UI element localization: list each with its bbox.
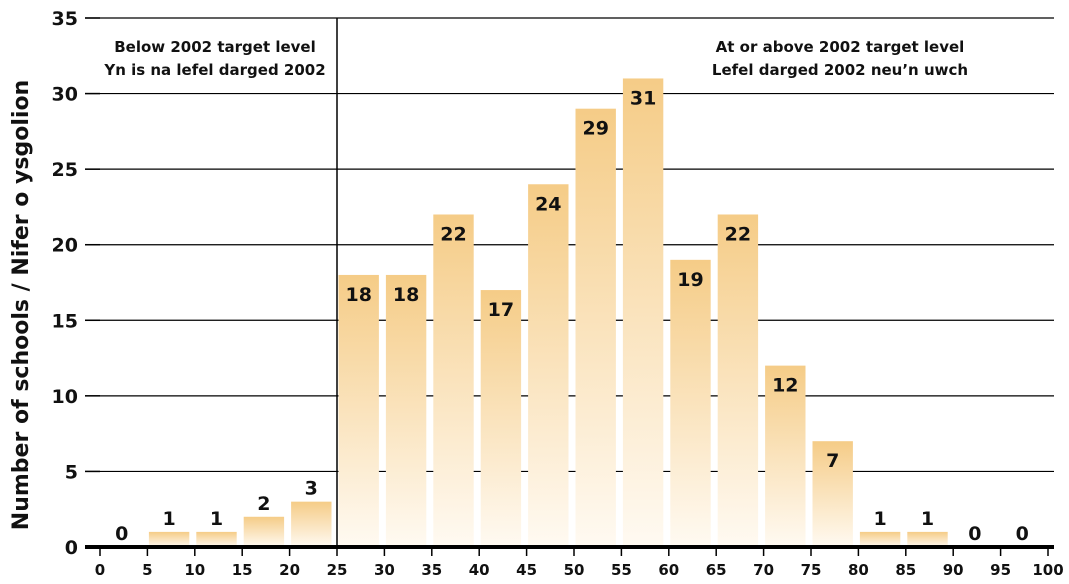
axes <box>85 18 1054 556</box>
bar <box>480 290 522 547</box>
x-tick-label: 20 <box>279 561 300 579</box>
bar-label: 17 <box>488 299 514 321</box>
annotation-above-line1: At or above 2002 target level <box>716 38 965 56</box>
x-tick-label: 65 <box>706 561 727 579</box>
bar-label: 2 <box>257 493 270 515</box>
annotation-below-line2: Yn is na lefel darged 2002 <box>103 61 325 79</box>
bar-label: 1 <box>162 508 175 530</box>
bar-label: 22 <box>440 223 466 245</box>
x-tick-label: 5 <box>142 561 152 579</box>
bar <box>907 531 948 547</box>
bar <box>717 214 759 547</box>
bar-label: 0 <box>1016 523 1029 545</box>
bar-label: 22 <box>725 223 751 245</box>
x-tick-label: 70 <box>753 561 774 579</box>
y-tick-label: 30 <box>52 84 78 106</box>
bar-label: 0 <box>115 523 128 545</box>
bar-label: 19 <box>677 269 703 291</box>
bars <box>148 78 948 547</box>
bar-label: 1 <box>873 508 886 530</box>
x-tick-label: 95 <box>990 561 1011 579</box>
bar <box>196 531 237 547</box>
x-tick-label: 90 <box>943 561 964 579</box>
y-tick-label: 25 <box>52 159 78 181</box>
x-tick-label: 15 <box>232 561 253 579</box>
x-tick-label: 100 <box>1032 561 1063 579</box>
x-tick-label: 45 <box>516 561 537 579</box>
x-tick-label: 25 <box>327 561 348 579</box>
bar-label: 29 <box>582 118 608 140</box>
bar-label: 18 <box>393 284 419 306</box>
x-tick-label: 35 <box>421 561 442 579</box>
bar <box>433 214 474 547</box>
bar-label: 12 <box>772 375 798 397</box>
x-tick-label: 40 <box>469 561 490 579</box>
y-tick-label: 0 <box>65 537 78 559</box>
annotation-above-line2: Lefel darged 2002 neu’n uwch <box>712 61 968 79</box>
y-tick-label: 5 <box>65 461 78 483</box>
y-tick-label: 20 <box>52 235 78 257</box>
bar <box>859 531 901 547</box>
bar <box>622 78 664 547</box>
gridlines <box>85 17 1054 548</box>
bar <box>528 184 569 547</box>
bar <box>670 259 711 547</box>
bar-label: 18 <box>345 284 371 306</box>
bar <box>575 108 616 547</box>
x-tick-label: 80 <box>848 561 869 579</box>
x-tick-label: 55 <box>611 561 632 579</box>
bar <box>765 365 806 547</box>
bar <box>148 531 190 547</box>
bar <box>291 501 332 547</box>
x-tick-label: 10 <box>184 561 205 579</box>
bar-label: 1 <box>921 508 934 530</box>
x-tick-label: 0 <box>95 561 105 579</box>
bar-label: 3 <box>305 478 318 500</box>
bar <box>812 441 853 547</box>
x-tick-label: 75 <box>801 561 822 579</box>
bar-label: 1 <box>210 508 223 530</box>
bar <box>385 274 427 547</box>
bar <box>243 516 285 547</box>
bar <box>338 274 379 547</box>
y-tick-label: 35 <box>52 8 78 30</box>
x-tick-label: 85 <box>895 561 916 579</box>
y-axis-label: Number of schools / Nifer o ysgolion <box>9 80 34 530</box>
x-tick-label: 50 <box>564 561 585 579</box>
x-tick-label: 60 <box>658 561 679 579</box>
bar-label: 0 <box>968 523 981 545</box>
bar-label: 7 <box>826 450 839 472</box>
annotation-below-line1: Below 2002 target level <box>114 38 316 56</box>
x-tick-label: 30 <box>374 561 395 579</box>
y-tick-label: 10 <box>52 386 78 408</box>
y-tick-label: 15 <box>52 310 78 332</box>
bar-label: 24 <box>535 193 561 215</box>
bar-label: 31 <box>630 87 656 109</box>
